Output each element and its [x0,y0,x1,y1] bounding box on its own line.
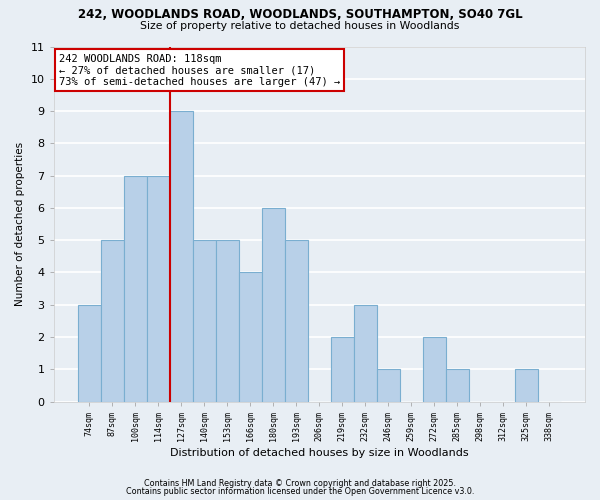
Text: Contains public sector information licensed under the Open Government Licence v3: Contains public sector information licen… [126,487,474,496]
Bar [78,304,101,402]
Bar [515,370,538,402]
Text: 242, WOODLANDS ROAD, WOODLANDS, SOUTHAMPTON, SO40 7GL: 242, WOODLANDS ROAD, WOODLANDS, SOUTHAMP… [77,8,523,20]
Bar [147,176,170,402]
Bar [354,304,377,402]
X-axis label: Distribution of detached houses by size in Woodlands: Distribution of detached houses by size … [170,448,469,458]
Bar [446,370,469,402]
Bar [331,337,354,402]
Text: 242 WOODLANDS ROAD: 118sqm
← 27% of detached houses are smaller (17)
73% of semi: 242 WOODLANDS ROAD: 118sqm ← 27% of deta… [59,54,340,87]
Bar [423,337,446,402]
Bar [170,111,193,402]
Text: Size of property relative to detached houses in Woodlands: Size of property relative to detached ho… [140,21,460,31]
Bar [101,240,124,402]
Bar [239,272,262,402]
Text: Contains HM Land Registry data © Crown copyright and database right 2025.: Contains HM Land Registry data © Crown c… [144,478,456,488]
Bar [124,176,147,402]
Bar [285,240,308,402]
Bar [262,208,285,402]
Bar [216,240,239,402]
Bar [377,370,400,402]
Bar [193,240,216,402]
Y-axis label: Number of detached properties: Number of detached properties [15,142,25,306]
